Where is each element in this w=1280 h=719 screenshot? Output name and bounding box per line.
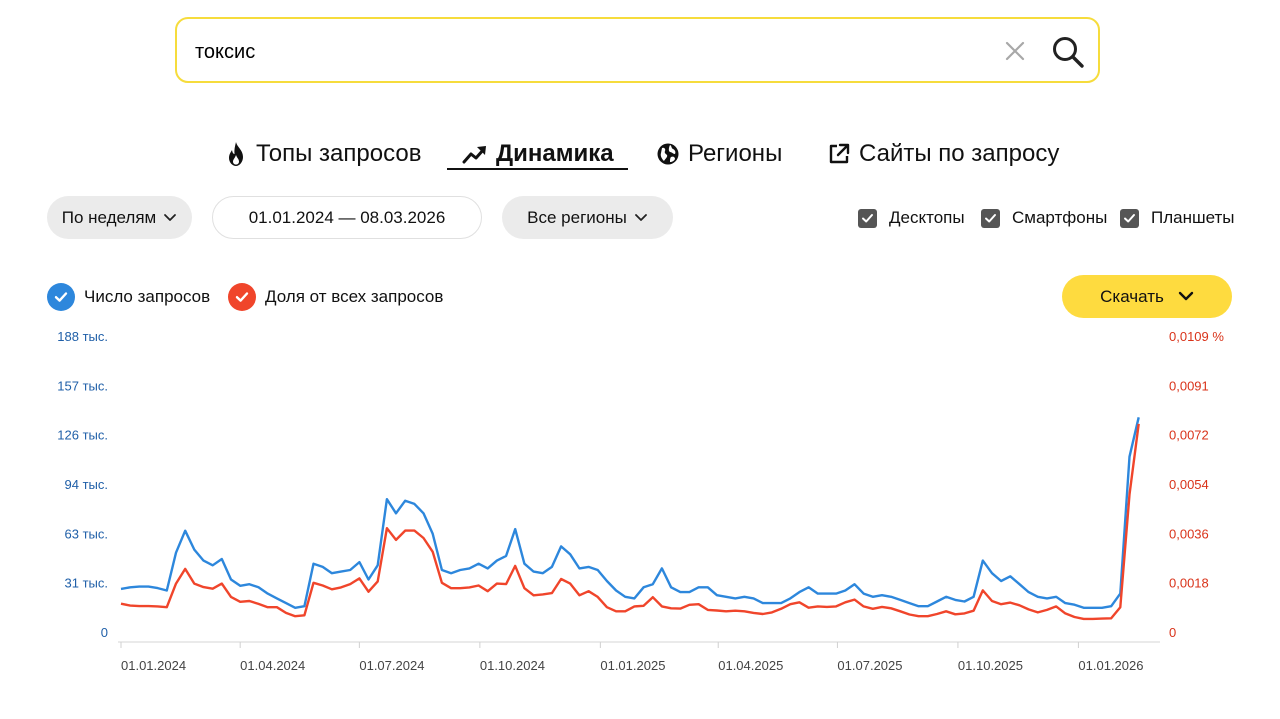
external-link-icon	[829, 143, 850, 164]
tab-sites-label: Сайты по запросу	[859, 140, 1060, 167]
y-right-tick-label: 0,0054	[1169, 477, 1209, 492]
x-tick-label: 01.01.2024	[121, 658, 186, 673]
chevron-down-icon	[1178, 291, 1194, 301]
period-select[interactable]: По неделям	[47, 196, 192, 239]
x-tick-label: 01.01.2026	[1078, 658, 1143, 673]
download-button[interactable]: Скачать	[1062, 275, 1232, 318]
search-box[interactable]	[175, 17, 1100, 83]
tab-top-queries[interactable]: Топы запросов	[224, 137, 421, 171]
check-icon	[228, 283, 256, 311]
tablets-checkbox-label: Планшеты	[1151, 208, 1235, 227]
checkbox-checked-icon	[858, 208, 877, 228]
chevron-down-icon	[634, 213, 647, 221]
search-icon[interactable]	[1051, 35, 1085, 69]
tab-regions[interactable]: Регионы	[656, 137, 782, 171]
period-select-label: По неделям	[61, 207, 157, 227]
legend-query-share[interactable]: Доля от всех запросов	[228, 283, 443, 311]
y-left-tick-label: 188 тыс.	[57, 329, 108, 344]
checkbox-checked-icon	[1120, 208, 1139, 228]
x-tick-label: 01.10.2025	[958, 658, 1023, 673]
legend-query-count[interactable]: Число запросов	[47, 283, 210, 311]
dynamics-chart: 0 31 тыс. 63 тыс. 94 тыс. 126 тыс. 157 тыс. 18…	[57, 329, 1224, 673]
y-left-tick-label: 63 тыс.	[65, 526, 108, 541]
legend-query-share-label: Доля от всех запросов	[265, 287, 444, 306]
desktop-checkbox-label: Десктопы	[889, 208, 965, 227]
tablets-checkbox[interactable]: Планшеты	[1120, 207, 1235, 229]
check-icon	[47, 283, 75, 311]
region-select-label: Все регионы	[527, 207, 627, 227]
y-right-tick-label: 0,0072	[1169, 428, 1209, 443]
y-right-tick-label: 0,0109 %	[1169, 329, 1224, 344]
y-right-tick-label: 0,0036	[1169, 526, 1209, 541]
chevron-down-icon	[164, 213, 177, 221]
download-button-label: Скачать	[1100, 286, 1164, 306]
series-query-count-line	[120, 417, 1140, 609]
tab-top-queries-label: Топы запросов	[256, 140, 422, 167]
globe-icon	[657, 143, 679, 165]
tab-dynamics[interactable]: Динамика	[462, 137, 614, 171]
series-query-share-line	[120, 423, 1140, 621]
trend-icon	[462, 146, 486, 164]
y-left-tick-label: 157 тыс.	[57, 378, 108, 393]
fire-icon	[229, 142, 243, 166]
y-left-tick-label: 126 тыс.	[57, 428, 108, 443]
smartphones-checkbox[interactable]: Смартфоны	[981, 207, 1107, 229]
tab-dynamics-label: Динамика	[496, 140, 614, 167]
x-tick-label: 01.07.2025	[837, 658, 902, 673]
smartphones-checkbox-label: Смартфоны	[1012, 208, 1108, 227]
tab-sites[interactable]: Сайты по запросу	[827, 137, 1059, 171]
x-tick-label: 01.10.2024	[480, 658, 545, 673]
y-left-tick-label: 31 тыс.	[65, 576, 108, 591]
legend-query-count-label: Число запросов	[84, 287, 211, 306]
y-left-tick-label: 94 тыс.	[65, 477, 108, 492]
x-tick-label: 01.04.2024	[240, 658, 305, 673]
y-left-tick-label: 0	[101, 625, 108, 640]
active-tab-underline	[447, 168, 628, 170]
close-icon[interactable]	[1003, 39, 1027, 63]
x-tick-label: 01.01.2025	[600, 658, 665, 673]
x-tick-label: 01.04.2025	[718, 658, 783, 673]
checkbox-checked-icon	[981, 208, 1000, 228]
date-range-picker[interactable]: 01.01.2024 — 08.03.2026	[212, 196, 482, 239]
search-input[interactable]	[193, 33, 977, 71]
date-range-label: 01.01.2024 — 08.03.2026	[248, 207, 446, 227]
desktop-checkbox[interactable]: Десктопы	[858, 207, 965, 229]
y-right-tick-label: 0,0091	[1169, 378, 1209, 393]
region-select[interactable]: Все регионы	[502, 196, 673, 239]
y-right-tick-label: 0,0018	[1169, 576, 1209, 591]
tab-regions-label: Регионы	[688, 140, 783, 167]
x-tick-label: 01.07.2024	[359, 658, 424, 673]
y-right-tick-label: 0	[1169, 625, 1176, 640]
